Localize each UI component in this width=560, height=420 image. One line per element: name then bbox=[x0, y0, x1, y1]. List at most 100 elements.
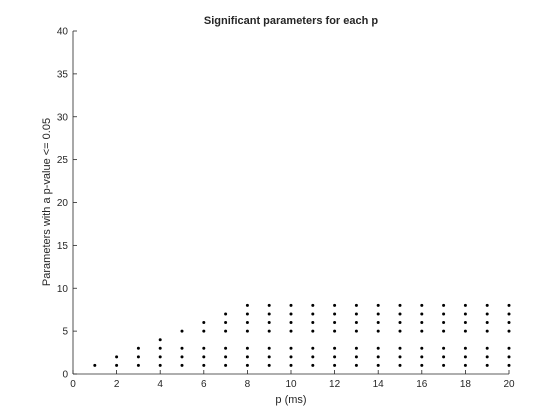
data-point bbox=[311, 346, 315, 350]
data-point bbox=[420, 363, 424, 367]
data-point bbox=[376, 346, 380, 350]
data-point bbox=[354, 303, 358, 307]
x-tick-label: 0 bbox=[70, 379, 76, 390]
chart-title: Significant parameters for each p bbox=[204, 15, 378, 27]
data-point bbox=[398, 346, 402, 350]
data-point bbox=[398, 329, 402, 333]
x-axis-ticks: 0 2 4 6 8 10 12 14 16 18 20 bbox=[70, 370, 515, 390]
data-point bbox=[136, 363, 140, 367]
data-point bbox=[267, 329, 271, 333]
data-point bbox=[224, 346, 228, 350]
data-point bbox=[354, 363, 358, 367]
data-point bbox=[224, 321, 228, 325]
data-point bbox=[311, 363, 315, 367]
data-point bbox=[333, 312, 337, 316]
x-tick-label: 14 bbox=[373, 379, 385, 390]
data-point bbox=[463, 355, 467, 359]
x-axis-label: p (ms) bbox=[275, 394, 306, 406]
data-point bbox=[398, 303, 402, 307]
data-point bbox=[507, 303, 511, 307]
data-point bbox=[267, 346, 271, 350]
data-point bbox=[420, 303, 424, 307]
data-point bbox=[311, 329, 315, 333]
y-tick-label: 40 bbox=[57, 27, 69, 38]
data-point bbox=[420, 312, 424, 316]
data-point bbox=[463, 303, 467, 307]
x-tick-label: 12 bbox=[329, 379, 341, 390]
data-point bbox=[376, 303, 380, 307]
x-tick-label: 6 bbox=[201, 379, 207, 390]
x-tick-label: 8 bbox=[245, 379, 251, 390]
data-point bbox=[398, 355, 402, 359]
y-axis-ticks: 0 5 10 15 20 25 30 35 40 bbox=[57, 27, 77, 381]
data-point bbox=[442, 329, 446, 333]
data-point bbox=[180, 355, 184, 359]
data-point bbox=[463, 363, 467, 367]
data-point bbox=[354, 329, 358, 333]
data-point bbox=[485, 321, 489, 325]
y-tick-label: 20 bbox=[57, 198, 69, 209]
data-point bbox=[376, 312, 380, 316]
data-point bbox=[267, 303, 271, 307]
x-tick-label: 20 bbox=[503, 379, 515, 390]
data-point bbox=[245, 312, 249, 316]
data-point bbox=[311, 355, 315, 359]
data-point bbox=[158, 363, 162, 367]
data-point bbox=[442, 363, 446, 367]
data-point bbox=[289, 329, 293, 333]
data-point bbox=[442, 346, 446, 350]
data-point bbox=[485, 312, 489, 316]
data-point bbox=[420, 355, 424, 359]
data-points bbox=[93, 303, 511, 367]
data-point bbox=[420, 329, 424, 333]
data-point bbox=[136, 355, 140, 359]
data-point bbox=[485, 303, 489, 307]
data-point bbox=[354, 346, 358, 350]
data-point bbox=[289, 346, 293, 350]
data-point bbox=[289, 321, 293, 325]
data-point bbox=[507, 312, 511, 316]
y-tick-label: 0 bbox=[62, 370, 68, 381]
data-point bbox=[376, 329, 380, 333]
data-point bbox=[507, 355, 511, 359]
data-point bbox=[267, 355, 271, 359]
data-point bbox=[420, 346, 424, 350]
data-point bbox=[267, 363, 271, 367]
data-point bbox=[224, 363, 228, 367]
data-point bbox=[245, 363, 249, 367]
data-point bbox=[267, 312, 271, 316]
x-tick-label: 16 bbox=[416, 379, 428, 390]
y-tick-label: 5 bbox=[62, 327, 68, 338]
data-point bbox=[289, 355, 293, 359]
data-point bbox=[507, 346, 511, 350]
y-axis-label: Parameters with a p-value <= 0.05 bbox=[41, 118, 53, 286]
data-point bbox=[485, 355, 489, 359]
data-point bbox=[202, 329, 206, 333]
data-point bbox=[202, 321, 206, 325]
data-point bbox=[333, 321, 337, 325]
data-point bbox=[442, 303, 446, 307]
data-point bbox=[398, 363, 402, 367]
data-point bbox=[463, 329, 467, 333]
data-point bbox=[376, 363, 380, 367]
data-point bbox=[289, 303, 293, 307]
data-point bbox=[311, 321, 315, 325]
data-point bbox=[463, 312, 467, 316]
data-point bbox=[224, 329, 228, 333]
y-tick-label: 30 bbox=[57, 112, 69, 123]
data-point bbox=[202, 355, 206, 359]
data-point bbox=[507, 321, 511, 325]
data-point bbox=[267, 321, 271, 325]
data-point bbox=[442, 312, 446, 316]
x-tick-label: 10 bbox=[285, 379, 297, 390]
data-point bbox=[442, 321, 446, 325]
data-point bbox=[354, 321, 358, 325]
data-point bbox=[245, 346, 249, 350]
x-tick-label: 4 bbox=[157, 379, 163, 390]
data-point bbox=[507, 329, 511, 333]
data-point bbox=[398, 321, 402, 325]
data-point bbox=[245, 321, 249, 325]
data-point bbox=[115, 355, 119, 359]
data-point bbox=[376, 355, 380, 359]
data-point bbox=[354, 355, 358, 359]
